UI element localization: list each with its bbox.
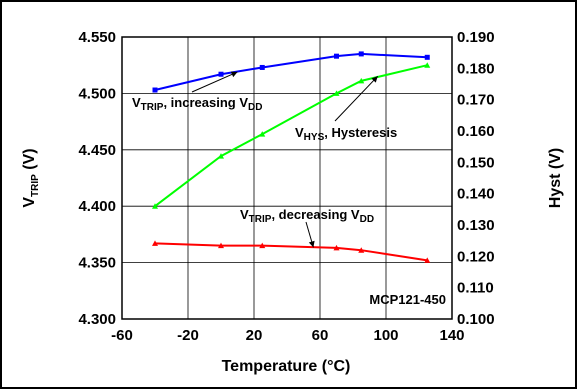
series-1-marker — [333, 90, 340, 96]
series-0-marker — [334, 53, 339, 59]
y-left-axis-title: VTRIP (V) — [21, 148, 41, 207]
y-right-tick-label: 0.180 — [457, 60, 495, 77]
series-2-marker — [333, 244, 340, 251]
series-1-marker — [358, 77, 365, 84]
series-2-marker — [152, 240, 158, 246]
series-0-marker — [152, 87, 158, 93]
grid — [122, 37, 452, 319]
annotation-hysteresis-main: V — [295, 125, 304, 140]
annotation-trip-increasing-mid: , increasing V — [163, 95, 248, 110]
series-0-line — [154, 52, 428, 91]
x-tick-label: -20 — [177, 327, 199, 344]
annotation-trip-decreasing-main: V — [240, 207, 249, 222]
y-right-tick-label: 0.110 — [457, 280, 494, 297]
x-tick-label: 60 — [312, 327, 329, 344]
annotation-trip-increasing-sub1: TRIP — [141, 102, 164, 113]
annotation-trip-increasing-sub2: DD — [248, 102, 262, 113]
y-left-tick-label: 4.550 — [78, 29, 116, 46]
annotation-trip-increasing-main: V — [132, 95, 141, 110]
y-left-title-sub: TRIP — [30, 174, 41, 197]
annotation-hysteresis-sub1: HYS — [304, 132, 325, 143]
series-1-marker — [218, 153, 224, 159]
y-right-tick-label: 0.150 — [457, 154, 495, 171]
y-right-tick-label: 0.140 — [457, 186, 495, 203]
y-left-tick-label: 4.500 — [78, 85, 116, 102]
y-left-tick-label: 4.300 — [78, 311, 116, 328]
annotation-trip-increasing: VTRIP, increasing VDD — [132, 95, 262, 113]
x-axis-title: Temperature (°C) — [222, 358, 351, 375]
annotation-arrows — [191, 71, 379, 248]
y-right-tick-label: 0.190 — [457, 29, 495, 46]
annotation-trip-decreasing-mid: , decreasing V — [271, 207, 359, 222]
series-1-marker — [424, 62, 431, 68]
annotation-arrow-head — [371, 76, 378, 83]
y-right-axis-title: Hyst (V) — [547, 148, 564, 208]
svg-text:VTRIP, decreasing VDD: VTRIP, decreasing VDD — [240, 207, 374, 225]
x-tick-label: 100 — [373, 327, 398, 344]
x-tick-label: 140 — [439, 327, 464, 344]
y-right-tick-label: 0.170 — [457, 92, 495, 109]
svg-text:VTRIP, increasing VDD: VTRIP, increasing VDD — [132, 95, 262, 113]
y-right-tick-label: 0.120 — [457, 248, 495, 265]
x-tick-label: -60 — [111, 327, 133, 344]
plot-frame — [121, 36, 453, 320]
annotation-arrow-head — [230, 71, 238, 78]
series-2-line — [154, 242, 428, 262]
annotation-hysteresis: VHYS, Hysteresis — [295, 125, 397, 143]
y-left-tick-labels: 4.300 4.350 4.400 4.450 4.500 4.550 — [78, 29, 116, 328]
y-left-tick-label: 4.400 — [78, 198, 116, 215]
annotation-arrow-line — [334, 75, 379, 122]
y-left-tick-label: 4.450 — [78, 142, 116, 159]
svg-text:VHYS, Hysteresis: VHYS, Hysteresis — [295, 125, 397, 143]
part-number-label: MCP121-450 — [369, 292, 446, 307]
x-tick-labels: -60 -20 20 60 100 140 — [111, 327, 464, 344]
y-right-tick-label: 0.100 — [457, 311, 495, 328]
series-2-marker — [424, 257, 431, 263]
series-0-marker — [218, 71, 224, 77]
y-right-tick-label: 0.160 — [457, 123, 495, 140]
annotation-hysteresis-mid: , Hysteresis — [324, 125, 397, 140]
y-left-title-rest: (V) — [21, 148, 38, 174]
y-right-tick-labels: 0.100 0.110 0.120 0.130 0.140 0.150 0.160 0.170… — [457, 29, 495, 328]
series-2-marker — [218, 242, 224, 249]
annotation-trip-decreasing: VTRIP, decreasing VDD — [240, 207, 374, 225]
y-right-tick-label: 0.130 — [457, 217, 495, 234]
series-0-marker — [358, 51, 364, 57]
annotation-trip-decreasing-sub2: DD — [360, 214, 374, 225]
series-0-marker — [424, 54, 430, 60]
annotation-arrow-line — [191, 71, 238, 93]
series-2-marker — [259, 242, 266, 249]
annotation-arrow-head — [308, 240, 315, 248]
annotation-trip-decreasing-sub1: TRIP — [249, 214, 272, 225]
series-1-marker — [259, 131, 266, 137]
x-tick-label: 20 — [246, 327, 263, 344]
y-left-tick-label: 4.350 — [78, 255, 116, 272]
y-left-title-main: V — [21, 197, 38, 208]
series-2-marker — [358, 247, 365, 253]
series-0-marker — [259, 64, 265, 70]
series-1-marker — [152, 203, 158, 209]
